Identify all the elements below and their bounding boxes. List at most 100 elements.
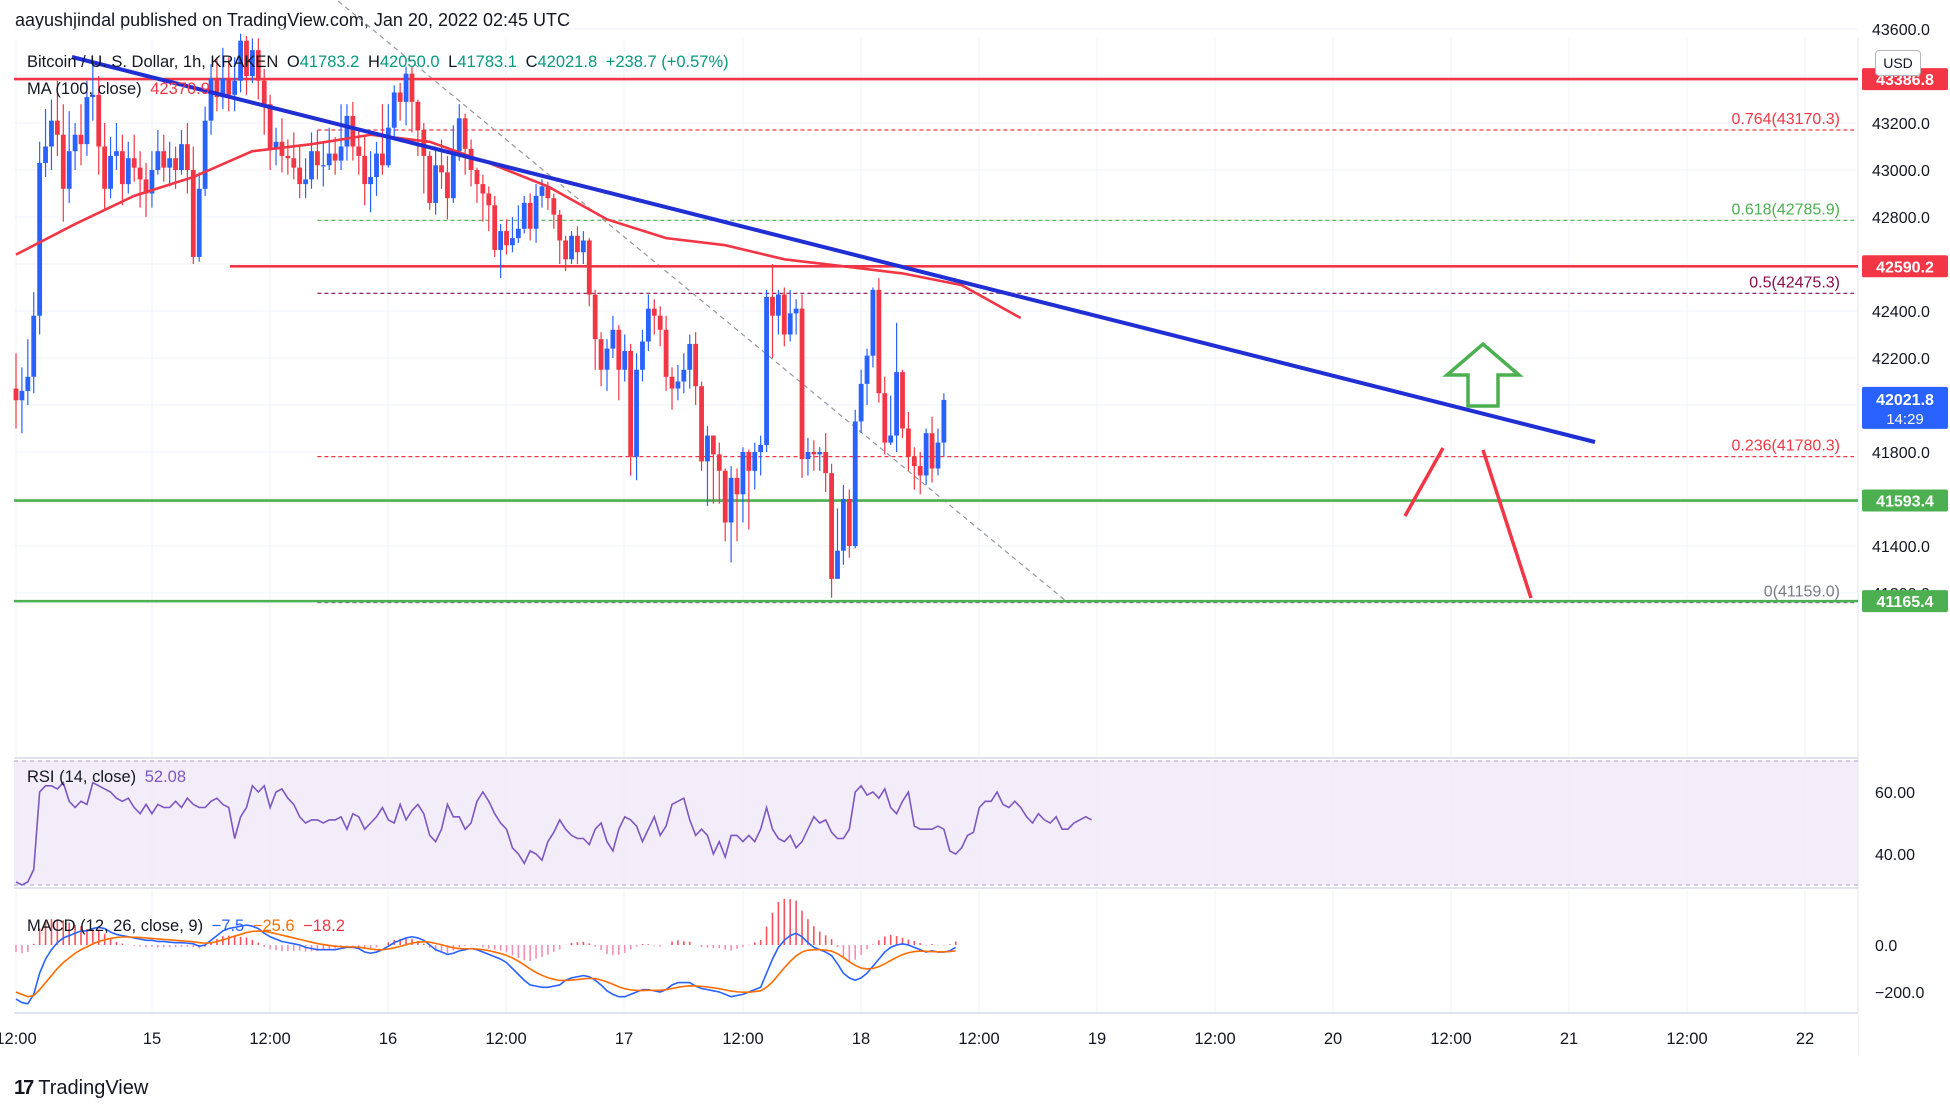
time-axis[interactable]: 12:00 15 12:00 16 12:00 17 12:00 18 12:00 19 12:00… — [0, 1014, 1858, 1055]
candle — [421, 123, 427, 194]
candle-body — [545, 186, 551, 199]
candle-body — [846, 499, 852, 546]
candle-body — [320, 165, 326, 167]
macd-pane — [15, 898, 957, 1005]
candle-body — [681, 369, 687, 382]
candle-body — [143, 179, 149, 194]
candle — [894, 322, 899, 452]
candle — [841, 484, 846, 565]
candle-body — [693, 343, 699, 387]
currency-button[interactable]: USD — [1875, 50, 1921, 76]
candle-body — [368, 177, 373, 185]
candle — [917, 452, 923, 495]
macd-label: MACD (12, 26, close, 9) — [27, 917, 204, 935]
candle — [734, 468, 740, 542]
candle-body — [740, 452, 746, 495]
trendline[interactable] — [71, 55, 1596, 444]
candle-body — [190, 170, 196, 257]
price-tick: 42800.0 — [1872, 210, 1930, 227]
candle-body — [409, 73, 415, 102]
candle-body — [78, 134, 84, 145]
candle-body — [716, 454, 722, 471]
candle-body — [858, 383, 864, 422]
candle-body — [114, 151, 119, 156]
candle — [858, 369, 864, 434]
candle-body — [291, 158, 297, 168]
candle-body — [149, 170, 155, 194]
swing-up-line — [1403, 447, 1445, 517]
tradingview-logo[interactable]: 17 TradingView — [14, 1077, 148, 1100]
candle-body — [332, 153, 338, 161]
candle-body — [864, 355, 870, 384]
candle-body — [817, 452, 823, 455]
candle-body — [640, 341, 645, 370]
candle-body — [338, 146, 344, 161]
candle — [273, 127, 279, 166]
candle — [60, 104, 66, 222]
candle-body — [675, 381, 681, 389]
candle — [119, 134, 125, 206]
candle-body — [421, 130, 427, 156]
candle-body — [220, 78, 226, 98]
candle-body — [427, 155, 433, 203]
symbol-label: Bitcoin / U. S. Dollar, 1h, KRAKEN — [27, 53, 279, 71]
candle — [651, 299, 657, 335]
candle-body — [663, 329, 669, 377]
candle — [78, 104, 84, 166]
candle-body — [510, 238, 515, 246]
candle-body — [539, 186, 545, 196]
candle-body — [752, 452, 758, 471]
candle — [681, 353, 687, 394]
change-value: +238.7 (+0.57%) — [605, 53, 729, 71]
candle — [687, 334, 693, 389]
candle — [161, 134, 167, 182]
candle-body — [362, 155, 368, 185]
time-tick: 12:00 — [1430, 1030, 1471, 1048]
candle — [498, 224, 504, 279]
candle — [439, 139, 444, 189]
fib-label: 0.236(41780.3) — [1731, 438, 1840, 455]
candle-body — [131, 158, 137, 168]
candle-body — [941, 399, 947, 443]
candle-body — [261, 80, 267, 105]
header: aayushjindal published on TradingView.co… — [0, 0, 1950, 40]
candlesticks[interactable] — [13, 33, 947, 598]
candle — [781, 287, 787, 347]
candle — [870, 287, 876, 368]
candle — [911, 447, 917, 490]
open-label: O — [286, 53, 300, 71]
candle-body — [72, 134, 78, 152]
current-price-badge — [1862, 386, 1948, 429]
candle-body — [533, 195, 539, 229]
candle-body — [49, 120, 54, 147]
candle — [563, 235, 569, 272]
annotations[interactable] — [1403, 341, 1533, 599]
candle — [362, 134, 368, 206]
candle — [238, 33, 243, 93]
candle — [261, 68, 267, 135]
macd-line — [15, 924, 957, 1005]
candle — [31, 292, 37, 394]
candle-body — [462, 118, 468, 149]
macd-legend: MACD (12, 26, close, 9) −7.5 −25.6 −18.2 — [27, 917, 349, 936]
candle-body — [273, 141, 279, 149]
candle — [929, 416, 935, 483]
candle-body — [829, 473, 834, 579]
tradingview-wordmark: TradingView — [38, 1077, 149, 1099]
macd-value: −7.5 — [211, 917, 245, 935]
candle-body — [31, 315, 37, 377]
candle-body — [415, 101, 421, 131]
macd-tick: −200.0 — [1875, 985, 1924, 1002]
candle — [521, 195, 527, 234]
candle — [474, 167, 480, 203]
candle — [486, 186, 492, 232]
time-tick: 12:00 — [0, 1030, 37, 1048]
candle-body — [799, 308, 805, 460]
candle-body — [267, 104, 273, 149]
candle-body — [923, 433, 929, 476]
candle-body — [911, 456, 917, 467]
price-axis[interactable]: 43800.043600.043400.043200.043000.042800… — [1860, 0, 1950, 1055]
candle-body — [775, 294, 781, 316]
publisher-line: aayushjindal published on TradingView.co… — [15, 10, 571, 30]
